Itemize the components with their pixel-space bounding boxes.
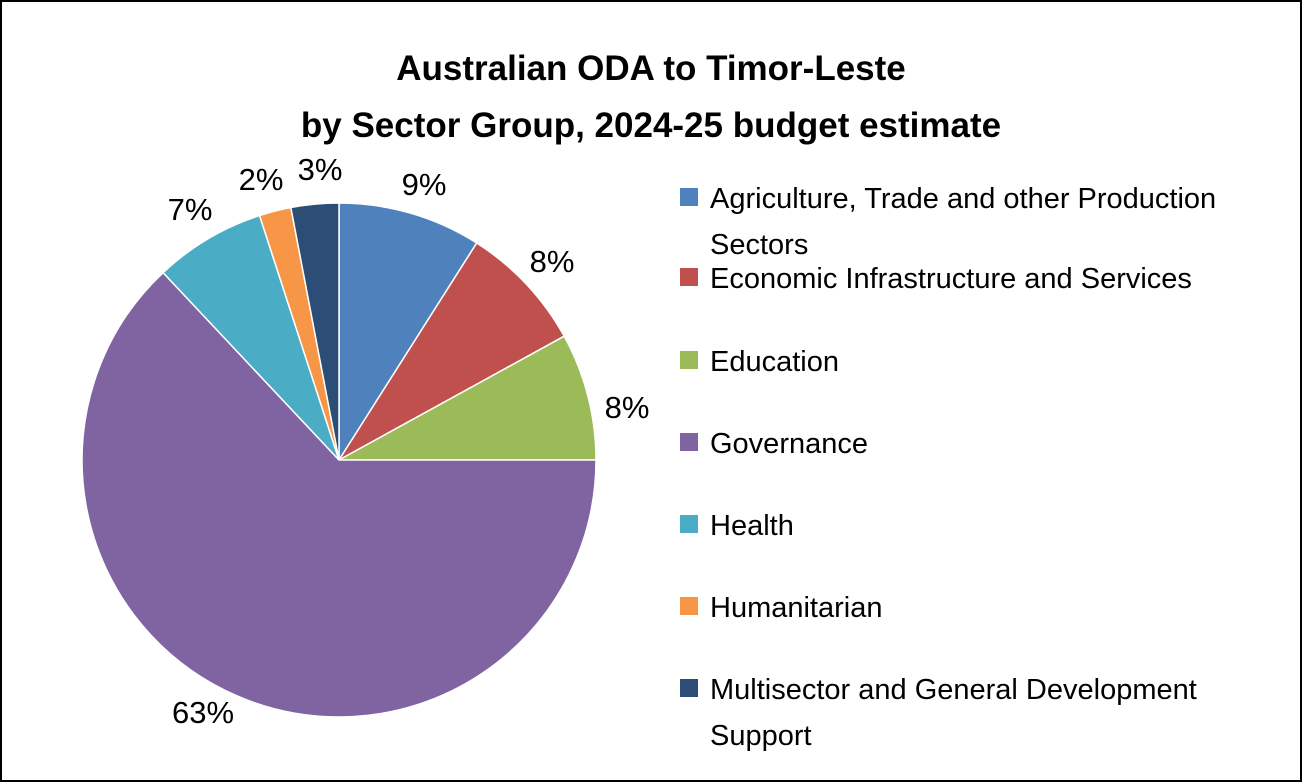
legend-swatch-0 [680, 188, 698, 206]
pie-slice-4 [162, 214, 340, 461]
data-label-0: 9% [402, 167, 447, 202]
legend-label-6: Multisector and General Development Supp… [710, 674, 1197, 752]
pie-slice-1 [338, 241, 566, 461]
legend-label-1: Economic Infrastructure and Services [710, 263, 1192, 295]
data-label-5: 2% [239, 162, 284, 197]
legend-swatch-6 [680, 679, 698, 697]
data-label-1: 8% [530, 244, 575, 279]
legend-swatch-3 [680, 433, 698, 451]
chart-title-line-1: Australian ODA to Timor-Leste [396, 49, 906, 88]
chart-title-line-2: by Sector Group, 2024-25 budget estimate [300, 106, 1002, 145]
legend-label-2: Education [710, 346, 839, 378]
pie-slices [81, 202, 597, 718]
pie-slice-2 [338, 335, 597, 461]
pie-data-labels: 9% 8% 8% 63% 7% 2% 3% [168, 152, 650, 730]
legend-swatch-2 [680, 351, 698, 369]
pie-slice-3 [81, 271, 597, 718]
data-label-6: 3% [298, 152, 343, 187]
legend-swatch-5 [680, 597, 698, 615]
chart-title: Australian ODA to Timor-Leste by Sector … [0, 40, 1302, 154]
legend-swatch-4 [680, 515, 698, 533]
data-label-2: 8% [605, 390, 650, 425]
legend-label-0: Agriculture, Trade and other Production … [710, 183, 1217, 261]
legend-label-5: Humanitarian [710, 592, 883, 624]
legend-label-3: Governance [710, 428, 868, 460]
pie-slice-6 [289, 202, 340, 461]
data-label-4: 7% [168, 192, 213, 227]
pie-slice-0 [338, 202, 478, 463]
legend-swatch-1 [680, 268, 698, 286]
data-label-3: 63% [172, 695, 234, 730]
legend-label-4: Health [710, 510, 794, 542]
